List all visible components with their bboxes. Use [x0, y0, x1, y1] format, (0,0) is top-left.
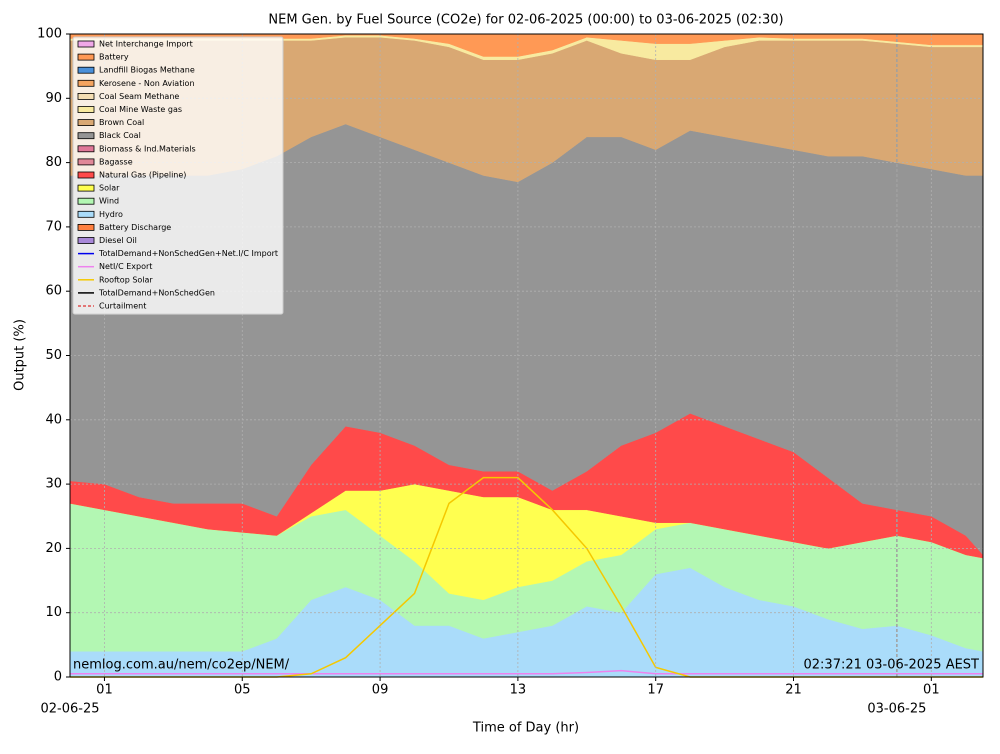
legend-label: Coal Seam Methane: [99, 92, 179, 101]
legend-swatch: [77, 40, 95, 48]
x-tick-label: 17: [647, 683, 664, 698]
y-tick-label: 70: [45, 219, 62, 234]
legend-box: [72, 36, 284, 315]
legend-swatch: [77, 79, 95, 87]
y-tick-label: 40: [45, 412, 62, 427]
legend: Net Interchange Import Battery Landfill Bi…: [72, 36, 284, 315]
legend-label: Diesel Oil: [99, 236, 137, 245]
legend-label: Natural Gas (Pipeline): [99, 171, 186, 180]
y-tick-label: 100: [37, 27, 62, 42]
x-tick-label: 01: [96, 683, 113, 698]
legend-label: Battery Discharge: [99, 223, 171, 232]
y-tick-label: 10: [45, 605, 62, 620]
legend-swatch: [77, 197, 95, 205]
y-tick-label: 30: [45, 477, 62, 492]
chart-title: NEM Gen. by Fuel Source (CO2e) for 02-06…: [268, 13, 783, 28]
legend-swatch: [77, 66, 95, 74]
legend-swatch: [77, 93, 95, 100]
legend-label: Battery: [99, 53, 129, 62]
date-label: 02-06-25: [40, 702, 99, 717]
plot-frame: [69, 33, 984, 678]
y-tick-label: 80: [45, 155, 62, 170]
x-tick-label: 05: [234, 683, 251, 698]
annotation: 02:37:21 03-06-2025 AEST: [804, 658, 980, 673]
y-tick-label: 20: [45, 541, 62, 556]
legend-label: Coal Mine Waste gas: [99, 105, 182, 114]
annotation: nemlog.com.au/nem/co2ep/NEM/: [73, 658, 290, 673]
legend-label: NetI/C Export: [99, 262, 152, 271]
x-tick-label: 13: [510, 683, 527, 698]
legend-swatch: [77, 145, 95, 153]
x-axis-label: Time of Day (hr): [472, 721, 579, 736]
y-axis-label: Output (%): [13, 319, 28, 391]
date-label: 03-06-25: [867, 702, 926, 717]
legend-label: Net Interchange Import: [99, 40, 193, 49]
legend-label: TotalDemand+NonSchedGen+Net.I/C Import: [98, 249, 278, 258]
legend-label: Brown Coal: [99, 118, 144, 127]
legend-swatch: [77, 119, 95, 126]
x-tick-label: 01: [923, 683, 940, 698]
x-tick-label: 09: [372, 683, 389, 698]
line: [70, 669, 983, 675]
legend-swatch: [77, 53, 95, 61]
y-tick-label: 50: [45, 348, 62, 363]
y-tick-label: 60: [45, 284, 62, 299]
legend-label: Curtailment: [99, 302, 146, 311]
legend-label: Kerosene - Non Aviation: [99, 79, 195, 88]
x-tick-label: 21: [785, 683, 802, 698]
legend-label: Biomass & Ind.Materials: [99, 144, 196, 153]
legend-label: Bagasse: [99, 157, 133, 166]
legend-label: Landfill Biogas Methane: [99, 66, 195, 75]
y-tick-label: 90: [45, 91, 62, 106]
legend-swatch: [77, 106, 95, 113]
legend-label: TotalDemand+NonSchedGen: [98, 288, 215, 297]
legend-swatch: [77, 184, 95, 192]
legend-label: Black Coal: [99, 131, 141, 140]
legend-swatch: [77, 210, 95, 218]
legend-label: Wind: [99, 197, 119, 206]
legend-label: Rooftop Solar: [99, 275, 153, 284]
legend-label: Solar: [99, 184, 120, 193]
legend-label: Hydro: [99, 210, 123, 219]
legend-swatch: [77, 223, 95, 231]
legend-swatch: [77, 158, 95, 166]
legend-swatch: [77, 237, 95, 244]
y-tick-label: 0: [54, 670, 62, 685]
legend-swatch: [77, 171, 95, 179]
legend-swatch: [77, 132, 95, 140]
